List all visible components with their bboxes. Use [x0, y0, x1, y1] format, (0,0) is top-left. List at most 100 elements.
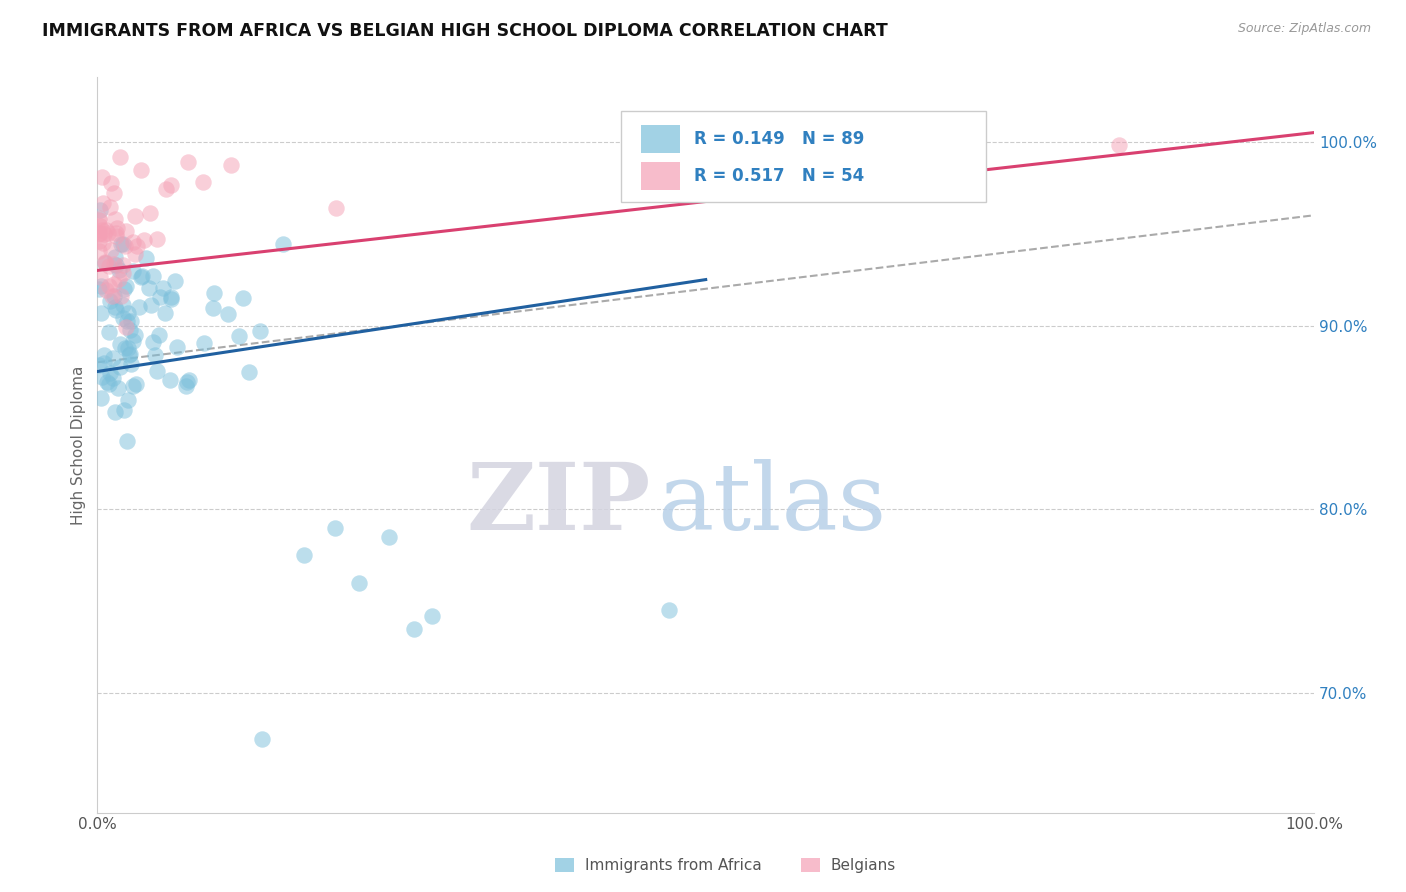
Point — [108, 271, 131, 285]
Point — [97, 325, 120, 339]
Point — [101, 351, 124, 365]
Point — [117, 341, 139, 355]
Point — [124, 328, 146, 343]
Point — [128, 300, 150, 314]
Point — [146, 232, 169, 246]
Point — [115, 278, 138, 293]
Point — [105, 227, 128, 241]
Point — [87, 227, 110, 242]
Point — [98, 260, 121, 274]
Point — [108, 337, 131, 351]
FancyBboxPatch shape — [620, 111, 986, 202]
Point — [120, 357, 142, 371]
Text: IMMIGRANTS FROM AFRICA VS BELGIAN HIGH SCHOOL DIPLOMA CORRELATION CHART: IMMIGRANTS FROM AFRICA VS BELGIAN HIGH S… — [42, 22, 889, 40]
Point — [90, 169, 112, 184]
Point — [104, 303, 127, 318]
Point — [89, 226, 111, 240]
Text: R = 0.517   N = 54: R = 0.517 N = 54 — [693, 167, 863, 185]
Point — [89, 202, 111, 217]
Point — [112, 298, 135, 312]
Point — [112, 282, 135, 296]
Point — [114, 224, 136, 238]
Point — [179, 373, 201, 387]
Point — [110, 288, 132, 302]
Point — [90, 279, 112, 293]
Point — [152, 281, 174, 295]
Point — [97, 227, 120, 241]
Point — [93, 256, 115, 270]
Point — [91, 370, 114, 384]
Point — [87, 359, 110, 373]
Point — [250, 732, 273, 747]
Point — [103, 277, 125, 291]
Point — [104, 212, 127, 227]
Point — [103, 186, 125, 200]
Point — [142, 269, 165, 284]
Point — [103, 289, 125, 303]
Point — [114, 319, 136, 334]
Point — [323, 521, 346, 535]
Point — [159, 178, 181, 193]
Point — [325, 201, 347, 215]
Text: R = 0.149   N = 89: R = 0.149 N = 89 — [693, 130, 863, 148]
Point — [98, 376, 121, 391]
Point — [87, 211, 110, 226]
Point — [94, 283, 117, 297]
Point — [127, 239, 149, 253]
Point — [122, 235, 145, 249]
Text: ZIP: ZIP — [467, 458, 651, 549]
Point — [100, 366, 122, 380]
Point — [87, 213, 110, 227]
Point — [155, 182, 177, 196]
Point — [101, 370, 124, 384]
Point — [193, 335, 215, 350]
Point — [114, 238, 136, 252]
Point — [402, 622, 425, 636]
Point — [96, 376, 118, 390]
Point — [87, 282, 110, 296]
Text: Source: ZipAtlas.com: Source: ZipAtlas.com — [1237, 22, 1371, 36]
Point — [124, 247, 146, 261]
Point — [238, 365, 260, 379]
Point — [107, 381, 129, 395]
FancyBboxPatch shape — [641, 125, 681, 153]
Point — [100, 176, 122, 190]
Point — [1108, 138, 1130, 153]
Point — [131, 268, 153, 283]
Point — [115, 434, 138, 448]
Point — [125, 376, 148, 391]
Point — [159, 292, 181, 306]
Point — [105, 229, 128, 244]
Point — [378, 530, 401, 544]
Point — [94, 223, 117, 237]
Point — [110, 236, 132, 251]
Point — [142, 334, 165, 349]
Point — [160, 290, 183, 304]
Point — [112, 403, 135, 417]
Text: Belgians: Belgians — [831, 858, 896, 872]
Point — [143, 348, 166, 362]
Point — [120, 347, 142, 361]
Point — [89, 269, 111, 284]
Point — [146, 364, 169, 378]
Point — [90, 391, 112, 405]
Point — [89, 244, 111, 259]
Point — [271, 236, 294, 251]
Point — [103, 257, 125, 271]
Point — [249, 324, 271, 338]
Point — [153, 306, 176, 320]
Point — [193, 175, 215, 189]
Point — [98, 201, 121, 215]
Point — [114, 341, 136, 355]
Point — [101, 289, 124, 303]
Point — [104, 251, 127, 265]
Point — [105, 220, 128, 235]
Point — [108, 360, 131, 375]
Point — [108, 150, 131, 164]
Point — [104, 300, 127, 314]
Point — [91, 235, 114, 250]
Point — [221, 158, 243, 172]
Point — [141, 298, 163, 312]
Point — [217, 307, 239, 321]
Point — [112, 236, 135, 251]
